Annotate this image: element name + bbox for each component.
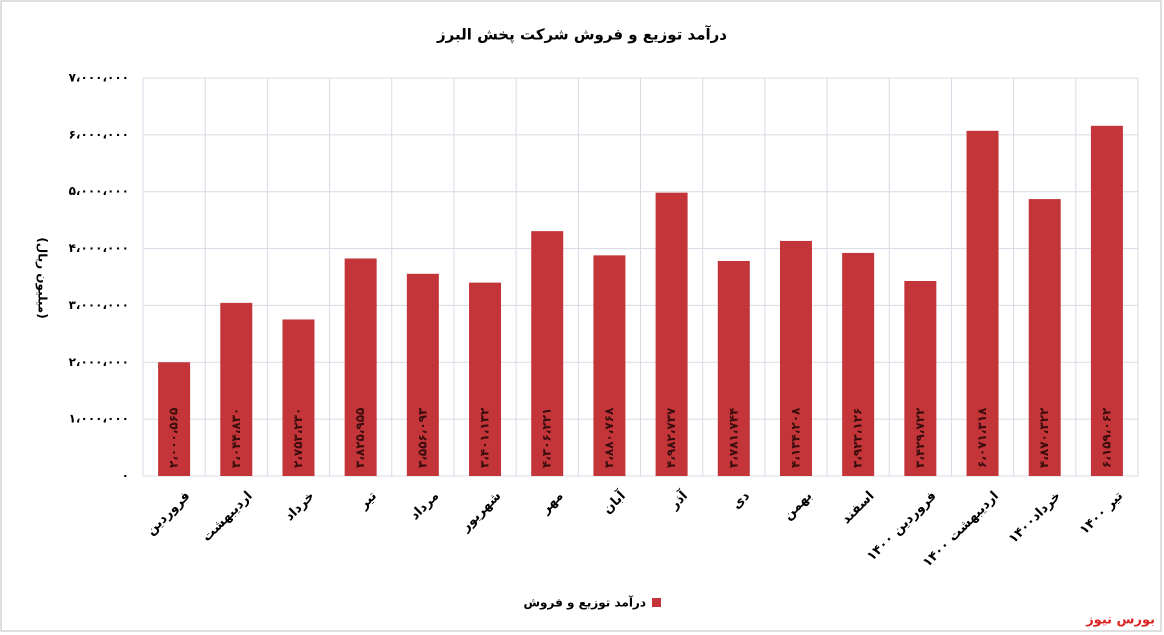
y-tick-label: ۷،۰۰۰،۰۰۰ bbox=[69, 71, 129, 85]
bar bbox=[779, 240, 812, 476]
value-label: ۶،۱۵۹،۰۶۲ bbox=[1099, 407, 1113, 468]
bar bbox=[469, 282, 502, 476]
bar bbox=[717, 260, 750, 476]
y-axis-label: (میلیون ریال) bbox=[35, 237, 50, 318]
bar bbox=[1090, 125, 1123, 477]
value-label: ۴،۳۰۶،۲۲۱ bbox=[540, 408, 554, 468]
bar bbox=[904, 280, 937, 476]
bar bbox=[655, 192, 688, 477]
value-label: ۳،۵۵۶،۰۹۳ bbox=[415, 407, 429, 468]
y-tick-label: ۵،۰۰۰،۰۰۰ bbox=[69, 184, 129, 198]
value-label: ۳،۴۰۱،۱۳۲ bbox=[478, 407, 492, 468]
value-label: ۴،۹۸۲،۷۳۷ bbox=[664, 407, 678, 468]
value-label: ۳،۸۸۰،۷۶۸ bbox=[602, 407, 616, 468]
value-label: ۲،۷۵۳،۲۳۰ bbox=[291, 408, 305, 468]
bar bbox=[344, 258, 377, 476]
bar bbox=[966, 130, 999, 477]
value-label: ۳،۸۲۵،۹۵۵ bbox=[353, 408, 367, 468]
value-label: ۳،۴۲۹،۷۲۲ bbox=[913, 407, 927, 468]
y-tick-label: ۲،۰۰۰،۰۰۰ bbox=[69, 355, 129, 369]
legend-label: درآمد توزیع و فروش bbox=[523, 595, 646, 611]
value-label: ۳،۹۲۳،۱۲۶ bbox=[851, 408, 865, 468]
y-tick-label: ۶،۰۰۰،۰۰۰ bbox=[69, 127, 129, 141]
value-label: ۴،۱۳۴،۲۰۸ bbox=[788, 407, 802, 468]
y-tick-label: ۳،۰۰۰،۰۰۰ bbox=[69, 298, 129, 312]
bar bbox=[531, 231, 564, 476]
bar bbox=[158, 362, 191, 476]
value-label: ۴،۸۷۰،۳۲۲ bbox=[1037, 407, 1051, 468]
value-label: ۳،۷۸۱،۷۴۴ bbox=[726, 408, 740, 468]
y-tick-label: ۰ bbox=[122, 469, 129, 483]
legend-swatch bbox=[652, 598, 661, 607]
watermark: بورس نیوز bbox=[1085, 613, 1155, 628]
value-label: ۶،۰۷۱،۳۱۸ bbox=[975, 407, 989, 468]
y-tick-label: ۴،۰۰۰،۰۰۰ bbox=[69, 241, 129, 255]
bar bbox=[593, 255, 626, 476]
value-label: ۲،۰۰۰،۵۶۵ bbox=[167, 408, 181, 468]
y-tick-label: ۱،۰۰۰،۰۰۰ bbox=[69, 412, 129, 426]
bar bbox=[282, 319, 315, 476]
bar bbox=[220, 302, 253, 476]
chart-title: درآمد توزیع و فروش شرکت پخش البرز bbox=[436, 26, 727, 45]
bar bbox=[842, 252, 875, 476]
bar bbox=[406, 273, 439, 476]
bar bbox=[1028, 199, 1061, 476]
value-label: ۳،۰۴۴،۸۳۰ bbox=[229, 408, 243, 468]
